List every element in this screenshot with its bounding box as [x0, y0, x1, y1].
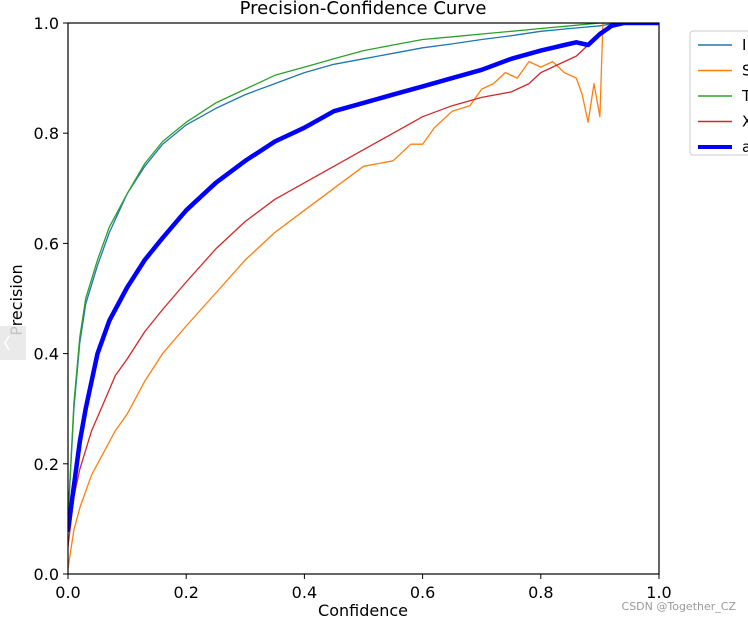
y-tick-label: 0.0: [34, 565, 59, 584]
legend-label: X: [742, 113, 748, 131]
series-line-S: [68, 23, 659, 570]
series-line-a: [68, 23, 659, 533]
legend-label: a: [742, 138, 748, 156]
y-tick-label: 0.8: [34, 124, 59, 143]
y-tick-label: 0.6: [34, 234, 59, 253]
side-collapse-handle[interactable]: [0, 326, 26, 360]
x-axis-ticks: 0.0 0.2 0.4 0.6 0.8 1.0: [55, 574, 672, 602]
legend-label: T: [741, 87, 748, 105]
x-tick-label: 0.8: [528, 583, 553, 602]
series-line-T: [68, 23, 659, 520]
series-lines: [68, 23, 659, 570]
x-tick-label: 0.0: [55, 583, 80, 602]
series-line-I: [68, 23, 659, 520]
legend-label: I: [742, 36, 746, 54]
y-tick-label: 0.2: [34, 455, 59, 474]
plot-area: [68, 23, 659, 574]
y-axis-ticks: 0.0 0.2 0.4 0.6 0.8 1.0: [34, 14, 68, 584]
legend-label: S: [742, 62, 748, 80]
watermark: CSDN @Together_CZ: [622, 600, 737, 613]
x-axis-label: Confidence: [318, 601, 408, 618]
y-tick-label: 0.4: [34, 345, 59, 364]
plot-frame: [67, 22, 660, 575]
chevron-left-icon: [4, 335, 10, 351]
y-axis-label: Precision: [7, 264, 26, 335]
x-tick-label: 0.2: [173, 583, 198, 602]
x-tick-label: 0.6: [410, 583, 435, 602]
legend-box: [689, 30, 748, 156]
x-tick-label: 1.0: [646, 583, 671, 602]
chart-title: Precision-Confidence Curve: [240, 0, 487, 19]
series-line-X: [68, 23, 659, 548]
y-tick-label: 1.0: [34, 14, 59, 33]
x-tick-label: 0.4: [292, 583, 317, 602]
